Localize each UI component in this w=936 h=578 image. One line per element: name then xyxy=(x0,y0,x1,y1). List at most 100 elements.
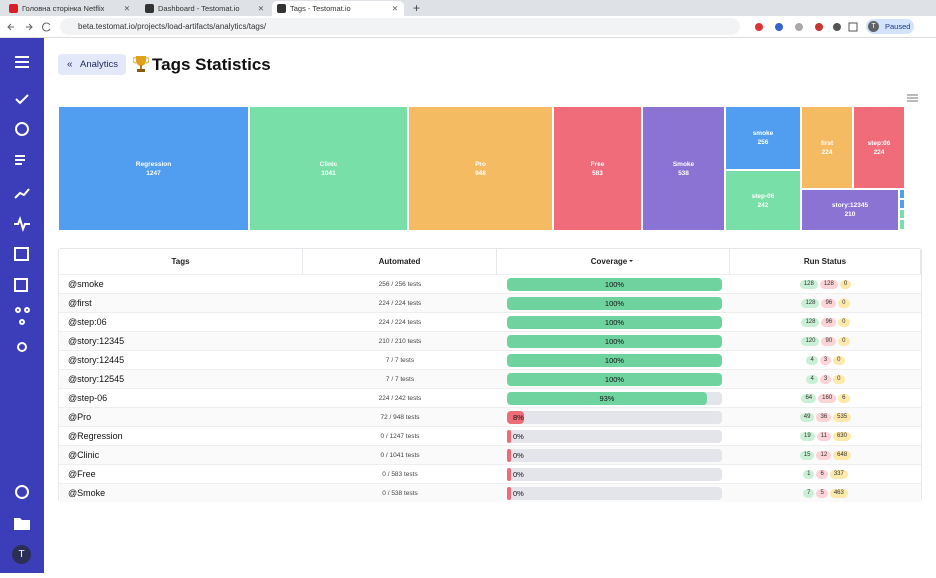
run-status: 19 11 630 xyxy=(730,432,921,441)
coverage-track: 8% xyxy=(507,411,722,424)
run-status: 1 6 337 xyxy=(730,470,921,479)
back-button[interactable]: «Analytics xyxy=(58,54,126,75)
coverage-track: 100% xyxy=(507,373,722,386)
status-pill: 49 xyxy=(799,413,815,422)
new-tab[interactable]: + xyxy=(413,1,421,15)
automated: 7 / 7 tests xyxy=(385,376,415,383)
sort-icon[interactable] xyxy=(627,258,635,264)
status-pill: 128 xyxy=(801,299,820,308)
coverage-label: 100% xyxy=(604,356,625,365)
tag-name: @first xyxy=(68,298,92,308)
tab-title: Tags - Testomat.io xyxy=(290,4,351,13)
tag-name: @Free xyxy=(68,469,96,479)
profile-initial: T xyxy=(868,21,879,32)
coverage-track: 100% xyxy=(507,335,722,348)
table-row: @smoke 256 / 256 tests 100% 128 128 0 xyxy=(59,274,921,293)
column-header[interactable]: Coverage xyxy=(497,249,730,274)
tab-title: Головна сторінка Netflix xyxy=(22,4,105,13)
treemap-tile: Regression 1247 xyxy=(58,106,249,231)
coverage-label: 100% xyxy=(604,375,625,384)
tag-name: @Regression xyxy=(68,431,123,441)
status-pill: 535 xyxy=(833,413,852,422)
tile-value: 583 xyxy=(592,169,603,177)
coverage-label: 0% xyxy=(513,489,524,498)
treemap: Regression 1247 Clinic 1041 Pro 948 Free 583 Smo… xyxy=(58,106,906,231)
status-pill: 5 xyxy=(816,489,828,498)
treemap-tile: Free 583 xyxy=(553,106,642,231)
automated: 0 / 1041 tests xyxy=(380,452,420,459)
status-pill: 4 xyxy=(806,375,818,384)
treemap-tile: first 224 xyxy=(801,106,853,189)
run-status: 15 12 648 xyxy=(730,451,921,460)
run-status: 128 96 0 xyxy=(730,318,921,327)
treemap-tile: Pro 948 xyxy=(408,106,553,231)
coverage-label: 100% xyxy=(604,337,625,346)
tag-name: @Pro xyxy=(68,412,92,422)
tag-name: @story:12345 xyxy=(68,336,125,346)
coverage-bar xyxy=(507,297,722,310)
coverage-bar xyxy=(507,373,722,386)
coverage-label: 100% xyxy=(604,318,625,327)
tag-name: @story:12445 xyxy=(68,355,125,365)
sidebar-icons[interactable] xyxy=(0,38,44,573)
status-pill: 128 xyxy=(819,280,838,289)
status-pill: 3 xyxy=(819,356,832,365)
status-pill: 90 xyxy=(821,337,837,346)
url[interactable]: beta.testomat.io/projects/load-artifacts… xyxy=(60,18,740,35)
coverage-label: 0% xyxy=(513,451,524,460)
tab-title: Dashboard - Testomat.io xyxy=(158,4,240,13)
tag-name: @story:12545 xyxy=(68,374,125,384)
chart-menu[interactable] xyxy=(907,94,918,102)
coverage-bar xyxy=(507,278,722,291)
coverage-bar xyxy=(507,487,511,500)
run-status: 128 96 0 xyxy=(730,299,921,308)
status-pill: 160 xyxy=(818,394,837,403)
user-avatar[interactable]: T xyxy=(12,545,31,564)
status-pill: 1 xyxy=(803,470,815,479)
status-pill: 463 xyxy=(829,489,848,498)
tab[interactable]: Головна сторінка Netflix ✕ xyxy=(4,1,136,16)
column-header: Automated xyxy=(303,249,497,274)
run-status: 7 5 463 xyxy=(730,489,921,498)
tile-value: 538 xyxy=(678,169,689,177)
tile-label: smoke xyxy=(752,130,774,137)
profile-button[interactable]: T Paused xyxy=(866,19,914,34)
column-title: Coverage xyxy=(590,257,628,266)
tile-value: 242 xyxy=(757,201,769,209)
coverage-track: 100% xyxy=(507,297,722,310)
tile-label: Free xyxy=(590,160,605,168)
column-header: Run Status xyxy=(730,249,921,274)
coverage-label: 8% xyxy=(513,413,524,422)
table-row: @step-06 224 / 242 tests 93% 64 160 6 xyxy=(59,388,921,407)
tab[interactable]: Tags - Testomat.io ✕ xyxy=(272,1,404,16)
run-status: 64 160 6 xyxy=(730,394,921,403)
tag-name: @smoke xyxy=(68,279,104,289)
automated: 224 / 242 tests xyxy=(378,395,422,402)
treemap-tile: step:06 224 xyxy=(853,106,905,189)
status-pill: 11 xyxy=(816,432,831,441)
trophy-icon xyxy=(133,56,149,72)
nav-buttons[interactable] xyxy=(6,21,54,33)
status-pill: 96 xyxy=(821,318,837,327)
tab[interactable]: Dashboard - Testomat.io ✕ xyxy=(140,1,270,16)
coverage-track: 0% xyxy=(507,468,722,481)
status-pill: 4 xyxy=(806,356,818,365)
treemap-tile: Clinic 1041 xyxy=(249,106,408,231)
tile-label: first xyxy=(820,139,834,147)
status-pill: 64 xyxy=(801,394,817,403)
table-row: @Free 0 / 583 tests 0% 1 6 337 xyxy=(59,464,921,483)
tile-small xyxy=(899,219,905,230)
coverage-label: 0% xyxy=(513,470,524,479)
tile-small xyxy=(899,209,905,219)
status-pill: 36 xyxy=(816,413,832,422)
tile-value: 224 xyxy=(821,148,833,156)
tag-name: @Clinic xyxy=(68,450,100,460)
coverage-track: 0% xyxy=(507,487,722,500)
tag-name: @Smoke xyxy=(68,488,106,498)
coverage-track: 0% xyxy=(507,430,722,443)
table-row: @story:12445 7 / 7 tests 100% 4 3 0 xyxy=(59,350,921,369)
coverage-label: 100% xyxy=(604,299,625,308)
